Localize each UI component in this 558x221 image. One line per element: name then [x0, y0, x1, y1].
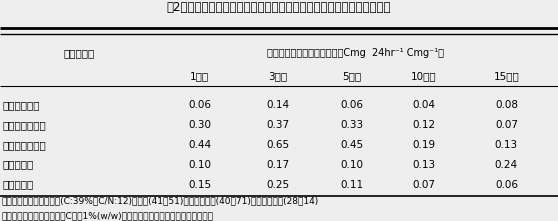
- Text: バーク堆肥: バーク堆肥: [3, 160, 34, 170]
- Text: 0.24: 0.24: [495, 160, 518, 170]
- Text: 0.10: 0.10: [340, 160, 363, 170]
- Text: 0.33: 0.33: [340, 120, 363, 130]
- Text: 0.13: 0.13: [495, 140, 518, 150]
- Text: 0.14: 0.14: [266, 100, 289, 110]
- Text: 0.07: 0.07: [412, 179, 436, 190]
- Text: 15日後: 15日後: [493, 71, 519, 81]
- Text: クロタラリア茎: クロタラリア茎: [3, 140, 46, 150]
- Text: 0.30: 0.30: [188, 120, 211, 130]
- Text: 0.19: 0.19: [412, 140, 436, 150]
- Text: 有機物無添加: 有機物無添加: [3, 100, 40, 110]
- Text: 0.45: 0.45: [340, 140, 363, 150]
- Text: 0.12: 0.12: [412, 120, 436, 130]
- Text: （注）・クロタラリア葉(C:39%、C/N:12)、同茎(41、51)、バーク堆肥(40、71)、牛ふん堆肥(28、14): （注）・クロタラリア葉(C:39%、C/N:12)、同茎(41、51)、バーク堆…: [1, 197, 319, 206]
- Text: 10日後: 10日後: [411, 71, 437, 81]
- Text: 0.06: 0.06: [495, 179, 518, 190]
- Text: 0.07: 0.07: [495, 120, 518, 130]
- Text: 0.17: 0.17: [266, 160, 289, 170]
- Text: 0.06: 0.06: [340, 100, 363, 110]
- Text: クロタラリア葉: クロタラリア葉: [3, 120, 46, 130]
- Text: 牛ふん堆肥: 牛ふん堆肥: [3, 179, 34, 190]
- Text: 0.25: 0.25: [266, 179, 289, 190]
- Text: 0.10: 0.10: [188, 160, 211, 170]
- Text: 試　験　区: 試 験 区: [64, 48, 95, 58]
- Text: 0.06: 0.06: [188, 100, 211, 110]
- Text: 0.13: 0.13: [412, 160, 436, 170]
- Text: 3日後: 3日後: [268, 71, 287, 81]
- Text: 0.65: 0.65: [266, 140, 289, 150]
- Text: 0.37: 0.37: [266, 120, 289, 130]
- Text: 5日後: 5日後: [342, 71, 361, 81]
- Text: ・有機物施用量：土壌にC量で1%(w/w)混合　　・供試土壌：細粒褐色低地土: ・有機物施用量：土壌にC量で1%(w/w)混合 ・供試土壌：細粒褐色低地土: [1, 211, 213, 220]
- Text: 0.44: 0.44: [188, 140, 211, 150]
- Text: 1日後: 1日後: [190, 71, 209, 81]
- Text: 0.08: 0.08: [495, 100, 518, 110]
- Text: 表2　土壌微生物バイオマス当りの呼吸活性の有機物添加後の経時変化: 表2 土壌微生物バイオマス当りの呼吸活性の有機物添加後の経時変化: [167, 1, 391, 14]
- Text: バイオマス当りの呼吸活性（Cmg  24hr⁻¹ Cmg⁻¹）: バイオマス当りの呼吸活性（Cmg 24hr⁻¹ Cmg⁻¹）: [267, 48, 444, 58]
- Text: 0.15: 0.15: [188, 179, 211, 190]
- Text: 0.11: 0.11: [340, 179, 363, 190]
- Text: 0.04: 0.04: [412, 100, 436, 110]
